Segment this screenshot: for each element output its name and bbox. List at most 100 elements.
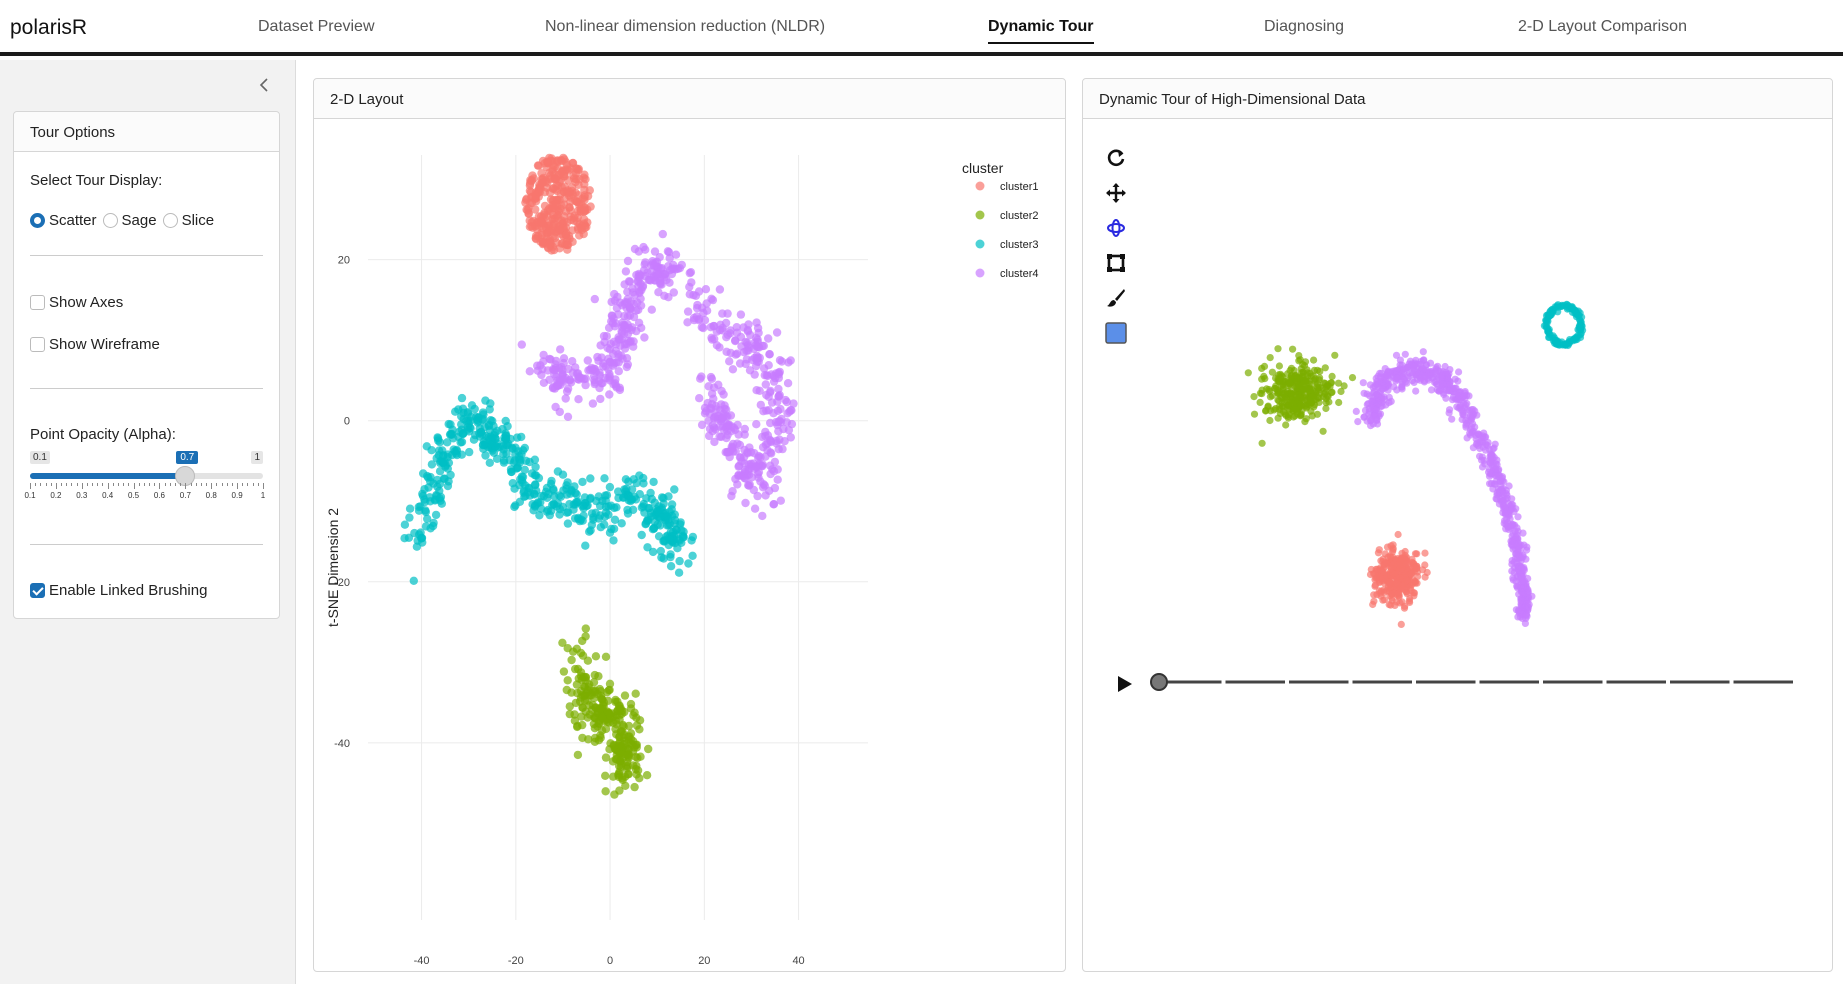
slider-tick [206,483,208,486]
show-wireframe-checkbox[interactable] [30,337,45,352]
linked-brushing-checkbox[interactable] [30,583,45,598]
data-point [683,318,692,327]
data-point [759,341,768,351]
app-brand[interactable]: polarisR [10,16,88,39]
show-wireframe-row[interactable]: Show Wireframe [30,336,160,353]
data-point [623,320,632,329]
data-point [414,506,424,515]
data-point [617,519,626,528]
select-icon[interactable] [1104,251,1128,275]
data-point [621,267,631,276]
data-point [519,488,528,497]
data-point [591,652,601,661]
data-point [481,396,490,405]
data-point [587,363,596,373]
data-point [481,451,490,460]
data-point [740,445,749,455]
data-point [485,458,494,467]
data-point [666,562,676,571]
data-point [780,437,789,446]
data-point [704,382,713,391]
tab-diagnosing[interactable]: Diagnosing [1264,18,1345,35]
data-point [609,536,618,545]
radio-slice[interactable] [162,213,178,228]
data-point [517,340,526,349]
data-point [635,774,644,783]
color-icon[interactable] [1104,321,1128,345]
data-point [766,469,775,479]
data-point [554,211,563,220]
data-point [539,357,548,366]
data-point [610,379,620,388]
data-point [750,504,760,513]
data-point [443,464,452,473]
show-axes-row[interactable]: Show Axes [30,294,123,311]
series-cluster4 [517,229,798,521]
slider-tick-label: 0.7 [179,491,191,500]
reset-icon[interactable] [1104,146,1128,170]
data-point [708,427,717,436]
data-point [626,735,636,744]
data-point [607,524,616,534]
data-point [513,433,522,442]
data-point [609,349,618,359]
pan-icon[interactable] [1104,181,1128,205]
tab-2d-layout-comparison[interactable]: 2-D Layout Comparison [1518,18,1687,35]
alpha-slider[interactable]: 0.1 1 0.7 0.1 0.2 0.3 0.4 0.5 0.6 0.7 0.8 0.9 1 [24,451,265,511]
data-point [574,395,583,404]
data-point [510,502,519,512]
radio-sage[interactable] [102,213,118,228]
tab-nldr[interactable]: Non-linear dimension reduction (NLDR) [545,18,826,35]
show-axes-label[interactable]: Show Axes [49,294,124,311]
rotate-icon[interactable] [1104,216,1128,240]
radio-sage-label[interactable]: Sage [121,212,157,229]
data-point [503,422,512,431]
data-point [626,729,636,738]
data-point [702,306,712,315]
data-point [443,438,452,447]
data-point [611,755,621,764]
chevron-left-icon[interactable] [256,76,274,94]
data-point [614,487,623,496]
slider-tick [149,483,151,486]
data-point [656,546,665,556]
data-point [535,511,544,520]
show-wireframe-label[interactable]: Show Wireframe [49,336,160,353]
data-point [664,293,673,302]
data-point [676,518,685,527]
linked-brushing-row[interactable]: Enable Linked Brushing [30,582,207,599]
radio-slice-label[interactable]: Slice [181,212,215,229]
x-tick-label: 40 [792,955,804,967]
data-point [484,420,494,429]
slider-tick-label: 0.6 [153,491,165,500]
data-point [752,386,761,395]
data-point [626,297,636,306]
data-point [586,474,595,483]
slider-fill [30,473,186,479]
data-point [540,201,550,211]
data-point [590,724,600,733]
data-point [580,223,590,233]
data-point [465,447,474,457]
linked-brushing-label[interactable]: Enable Linked Brushing [49,582,208,599]
radio-scatter-label[interactable]: Scatter [49,212,97,229]
data-point [695,394,704,403]
data-point [520,443,529,453]
show-axes-checkbox[interactable] [30,295,45,310]
data-point [632,326,641,336]
data-point [583,356,592,365]
data-point [605,679,615,688]
tab-dataset-preview[interactable]: Dataset Preview [258,18,375,35]
radio-scatter[interactable] [30,213,45,228]
data-point [555,407,564,417]
data-point [693,300,702,310]
data-point [658,229,667,239]
divider [30,255,263,256]
data-point [556,345,565,354]
data-point [715,422,724,431]
tour-options-card: Tour Options Select Tour Display: Scatte… [13,111,280,619]
tab-dynamic-tour[interactable]: Dynamic Tour [988,18,1094,44]
data-point [752,333,761,343]
brush-icon[interactable] [1104,286,1128,310]
